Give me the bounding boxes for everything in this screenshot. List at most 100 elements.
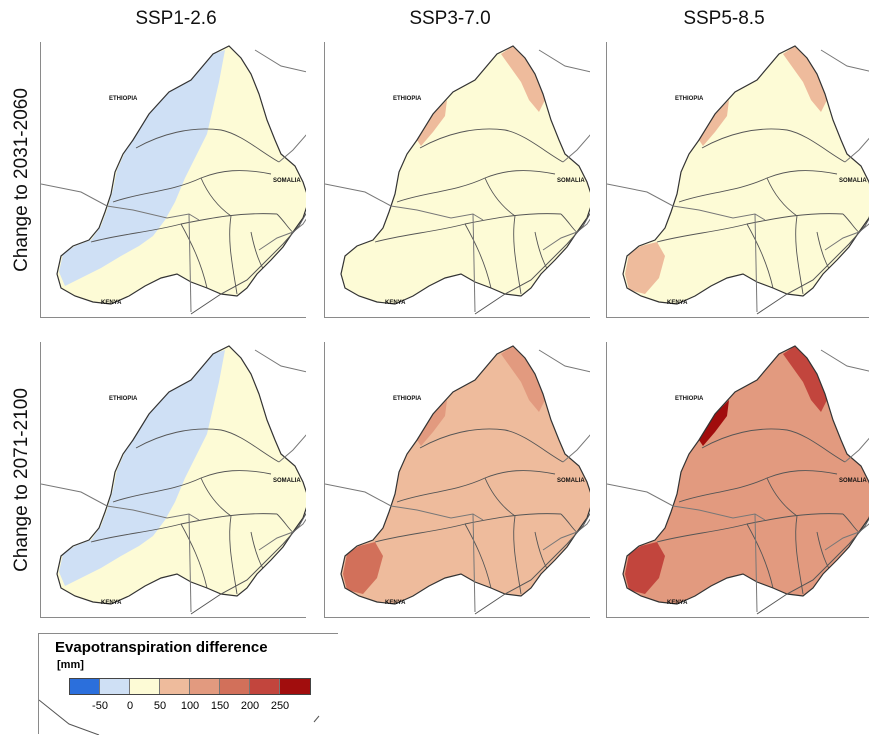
coastline <box>756 217 869 315</box>
row-label-2071-2100-text: Change to 2071-2100 <box>11 388 32 572</box>
sub-basin-boundary <box>200 477 232 517</box>
country-border <box>754 513 758 613</box>
sub-basin-boundary <box>795 215 804 295</box>
legend-unit: [mm] <box>57 659 84 671</box>
change-class-area <box>501 346 545 412</box>
legend-swatch <box>280 679 310 694</box>
country-label: KENYA <box>667 300 688 306</box>
country-border <box>538 49 590 73</box>
change-class-area <box>59 350 225 586</box>
country-border <box>472 213 476 313</box>
country-border <box>820 349 869 372</box>
sub-basin-boundary <box>766 477 798 517</box>
change-class-area <box>699 400 729 446</box>
row-label-2031-2060: Change to 2031-2060 <box>10 42 34 318</box>
country-label: KENYA <box>385 600 406 606</box>
legend-swatch <box>130 679 160 694</box>
country-label: KENYA <box>101 300 122 306</box>
country-label: SOMALIA <box>273 178 301 184</box>
sub-basin-boundary <box>229 515 238 595</box>
map-panel-ssp5-2031-2060: ETHIOPIA SOMALIA KENYA <box>606 42 869 318</box>
country-label: ETHIOPIA <box>393 396 422 402</box>
country-border <box>538 349 590 373</box>
sub-basin-boundary <box>135 128 280 163</box>
country-border <box>562 434 590 463</box>
country-label: SOMALIA <box>557 478 585 484</box>
change-class-area <box>417 100 447 146</box>
legend-tick-label: 150 <box>210 700 230 712</box>
country-border <box>472 513 476 613</box>
country-label: ETHIOPIA <box>109 96 138 102</box>
map-panel-ssp3-2031-2060: ETHIOPIA SOMALIA KENYA <box>324 42 590 318</box>
country-label: ETHIOPIA <box>393 96 422 102</box>
sub-basin-boundary <box>795 515 804 595</box>
sub-basin-boundary <box>419 428 564 463</box>
sub-basin-boundary <box>229 215 238 295</box>
sub-basin-boundary <box>513 515 522 595</box>
basin-outline <box>56 345 306 605</box>
sub-basin-boundary <box>135 428 280 463</box>
country-border <box>278 134 306 163</box>
basin-region <box>623 46 869 304</box>
change-class-area <box>625 542 665 594</box>
column-header-ssp1: SSP1-2.6 <box>135 8 217 29</box>
basin-outline <box>56 45 306 305</box>
sub-basin-boundary <box>701 428 846 463</box>
basin-region <box>341 46 590 304</box>
map-panel-ssp5-2071-2100: ETHIOPIA SOMALIA KENYA <box>606 342 869 618</box>
country-label: KENYA <box>101 600 122 606</box>
change-class-area <box>625 242 665 294</box>
change-class-area <box>783 46 827 112</box>
country-border <box>188 213 192 313</box>
row-label-2071-2100: Change to 2071-2100 <box>10 342 34 618</box>
sub-basin-boundary <box>180 523 208 589</box>
basin-region <box>341 346 590 604</box>
legend-tick-label: 100 <box>180 700 200 712</box>
basin-outline <box>622 45 869 305</box>
country-label: SOMALIA <box>273 478 301 484</box>
country-border <box>278 434 306 463</box>
sub-basin-boundary <box>180 223 208 289</box>
country-border <box>188 513 192 613</box>
coastline <box>474 512 590 615</box>
legend-tick-label: 0 <box>126 700 134 712</box>
basin-outline <box>340 45 590 305</box>
coastline <box>474 212 590 315</box>
legend-tick-label: 200 <box>240 700 260 712</box>
country-border <box>820 49 869 72</box>
sub-basin-boundary <box>464 523 492 589</box>
coastline <box>190 512 306 615</box>
country-label: ETHIOPIA <box>675 396 704 402</box>
sub-basin-boundary <box>200 177 232 217</box>
legend-title: Evapotranspiration difference <box>55 639 268 656</box>
sub-basin-boundary <box>419 128 564 163</box>
legend-color-bar <box>69 678 311 695</box>
coastline <box>756 517 869 615</box>
country-border <box>254 49 306 73</box>
sub-basin-boundary <box>701 128 846 163</box>
map-panel-ssp1-2031-2060: ETHIOPIA SOMALIA KENYA <box>40 42 306 318</box>
legend-swatch <box>220 679 250 694</box>
column-header-ssp5: SSP5-8.5 <box>683 8 765 29</box>
legend-tick-label: 50 <box>153 700 167 712</box>
country-border <box>844 437 869 463</box>
change-class-area <box>59 50 225 286</box>
legend-tick-label: -50 <box>92 700 108 712</box>
sub-basin-boundary <box>464 223 492 289</box>
map-panel-ssp3-2071-2100: ETHIOPIA SOMALIA KENYA <box>324 342 590 618</box>
row-label-2031-2060-text: Change to 2031-2060 <box>11 88 32 272</box>
sub-basin-boundary <box>746 223 774 289</box>
country-label: SOMALIA <box>557 178 585 184</box>
country-border <box>844 137 869 163</box>
country-border <box>562 134 590 163</box>
basin-outline <box>622 345 869 605</box>
legend-tick-label: 250 <box>270 700 290 712</box>
legend: Evapotranspiration difference [mm] -50 0 5… <box>38 633 338 735</box>
change-class-area <box>343 542 383 594</box>
country-label: SOMALIA <box>839 478 867 484</box>
legend-swatch <box>70 679 100 694</box>
column-header-ssp3: SSP3-7.0 <box>409 8 491 29</box>
legend-swatch <box>100 679 130 694</box>
coastline <box>190 212 306 315</box>
sub-basin-boundary <box>766 177 798 217</box>
